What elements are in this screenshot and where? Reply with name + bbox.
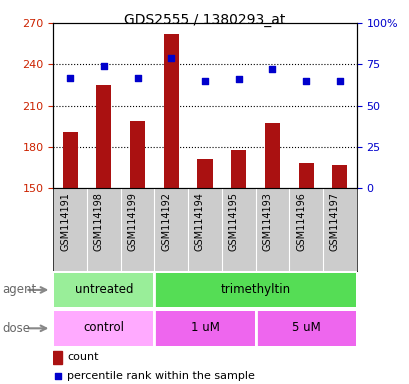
Text: GSM114196: GSM114196 (295, 192, 306, 251)
Text: agent: agent (2, 283, 36, 296)
Text: GSM114198: GSM114198 (94, 192, 103, 251)
Bar (63, 132, 78, 188)
Text: GSM114192: GSM114192 (161, 192, 171, 251)
Text: dose: dose (2, 322, 30, 335)
Text: GSM114194: GSM114194 (195, 192, 204, 251)
Point (302, 78, 309, 84)
Bar (155, 273, 355, 307)
Point (268, 66, 275, 72)
Point (336, 78, 342, 84)
Point (168, 55, 174, 61)
Text: trimethyltin: trimethyltin (220, 283, 290, 296)
Bar (331, 165, 346, 188)
Point (134, 74, 141, 81)
Text: 5 uM: 5 uM (291, 321, 320, 334)
Bar (231, 150, 246, 188)
Text: GSM114199: GSM114199 (127, 192, 137, 251)
Bar (264, 124, 279, 188)
Bar (54, 273, 153, 307)
Point (235, 76, 241, 82)
Text: percentile rank within the sample: percentile rank within the sample (67, 371, 254, 381)
Text: 1 uM: 1 uM (190, 321, 219, 334)
Bar (163, 34, 178, 188)
Point (54, 373, 61, 379)
Bar (54, 311, 153, 346)
Text: count: count (67, 353, 98, 362)
Bar (53, 351, 62, 364)
Bar (298, 164, 313, 188)
Bar (256, 311, 355, 346)
Bar (155, 311, 254, 346)
Text: GSM114193: GSM114193 (262, 192, 272, 251)
Text: GSM114197: GSM114197 (329, 192, 339, 251)
Point (100, 63, 107, 69)
Point (67, 74, 73, 81)
Text: untreated: untreated (74, 283, 133, 296)
Bar (96, 85, 111, 188)
Text: GDS2555 / 1380293_at: GDS2555 / 1380293_at (124, 13, 285, 27)
Bar (197, 159, 212, 188)
Text: control: control (83, 321, 124, 334)
Point (201, 78, 208, 84)
Text: GSM114191: GSM114191 (60, 192, 70, 251)
Text: GSM114195: GSM114195 (228, 192, 238, 251)
Bar (130, 121, 145, 188)
